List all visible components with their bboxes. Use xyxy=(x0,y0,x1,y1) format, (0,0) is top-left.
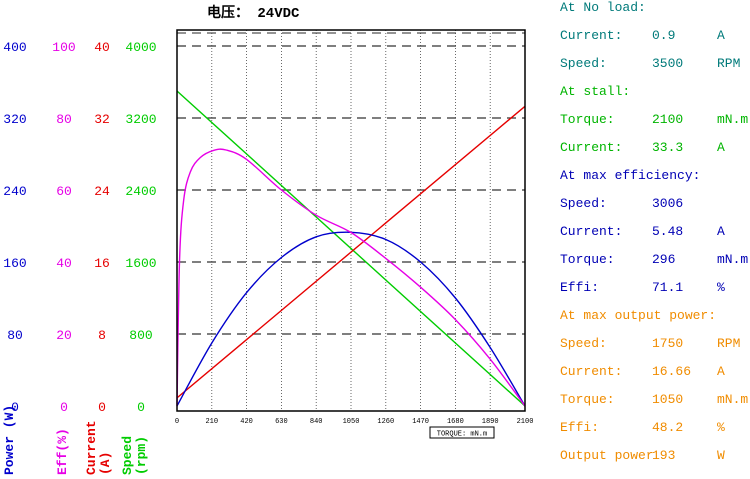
y-tick-label: 4000 xyxy=(125,40,156,55)
y-tick-label: 100 xyxy=(52,40,75,55)
x-tick-label: 1260 xyxy=(377,418,394,426)
y-tick-label: 80 xyxy=(7,328,23,343)
y-axis-title-line: Speed xyxy=(120,436,135,475)
y-axis-title-line: Eff(%) xyxy=(55,428,70,475)
y-axis-title-line: Current xyxy=(84,420,99,475)
y-tick-label: 32 xyxy=(94,112,110,127)
chart-axes: 0 210 420 630 840 1050 1260 1470 1680 1890 2100080… xyxy=(2,40,533,475)
y-tick-label: 3200 xyxy=(125,112,156,127)
y-tick-label: 2400 xyxy=(125,184,156,199)
y-tick-label: 0 xyxy=(137,400,145,415)
y-tick-label: 320 xyxy=(3,112,26,127)
current-curve xyxy=(176,105,526,399)
x-axis-label: TORQUE: mN.m xyxy=(437,431,487,439)
y-tick-label: 24 xyxy=(94,184,110,199)
y-tick-label: 60 xyxy=(56,184,72,199)
x-tick-label: 1680 xyxy=(447,418,464,426)
speed-curve xyxy=(176,90,526,407)
x-tick-label: 0 xyxy=(175,418,179,426)
x-tick-label: 420 xyxy=(240,418,253,426)
chart-title: 电压： 24VDC xyxy=(207,4,300,22)
y-axis-title-line: (rpm) xyxy=(134,436,149,475)
y-tick-label: 20 xyxy=(56,328,72,343)
y-axis-title: Current (A) xyxy=(84,420,113,475)
y-tick-label: 40 xyxy=(94,40,110,55)
y-axis-title: Power (W) xyxy=(2,405,17,475)
y-axis-title-line: Power (W) xyxy=(2,405,17,475)
y-axis-title: Eff(%) xyxy=(55,428,70,475)
y-tick-label: 400 xyxy=(3,40,26,55)
y-tick-label: 16 xyxy=(94,256,110,271)
y-tick-label: 800 xyxy=(129,328,152,343)
y-tick-label: 40 xyxy=(56,256,72,271)
x-tick-label: 2100 xyxy=(517,418,534,426)
y-tick-label: 0 xyxy=(98,400,106,415)
y-tick-label: 1600 xyxy=(125,256,156,271)
y-axis-title-line: (A) xyxy=(98,452,113,475)
y-axis-title: Speed (rpm) xyxy=(120,436,149,475)
y-tick-label: 240 xyxy=(3,184,26,199)
efficiency-curve xyxy=(176,148,526,407)
y-tick-label: 0 xyxy=(60,400,68,415)
y-tick-label: 160 xyxy=(3,256,26,271)
x-tick-label: 1470 xyxy=(412,418,429,426)
plot-frame xyxy=(176,29,526,412)
x-tick-label: 630 xyxy=(275,418,288,426)
x-tick-label: 210 xyxy=(205,418,218,426)
y-tick-label: 8 xyxy=(98,328,106,343)
chart-grid xyxy=(177,30,525,411)
x-tick-label: 1890 xyxy=(482,418,499,426)
x-tick-label: 840 xyxy=(310,418,323,426)
x-axis-label-box xyxy=(429,426,495,439)
y-tick-label: 80 xyxy=(56,112,72,127)
y-tick-label: 0 xyxy=(11,400,19,415)
x-tick-label: 1050 xyxy=(343,418,360,426)
chart-series xyxy=(176,90,526,407)
